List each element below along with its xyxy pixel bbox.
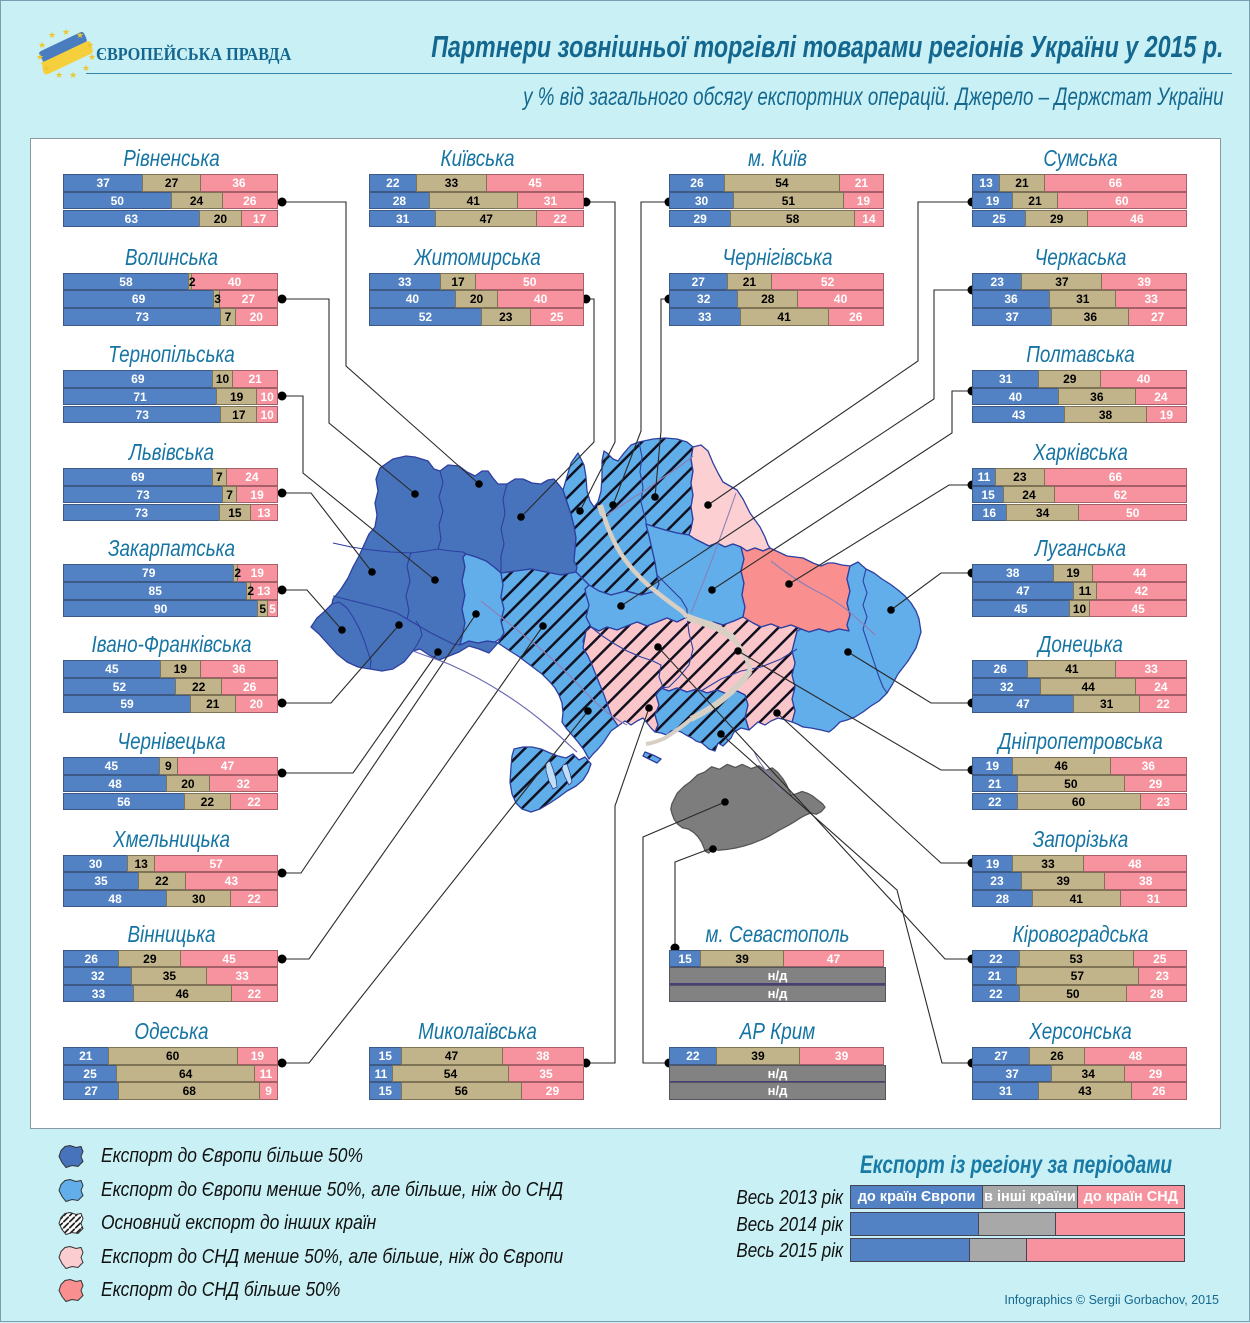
svg-text:★: ★: [42, 63, 50, 73]
svg-text:★: ★: [86, 40, 94, 50]
svg-text:★: ★: [88, 52, 96, 62]
svg-text:★: ★: [36, 52, 44, 62]
svg-text:★: ★: [48, 30, 56, 40]
svg-text:★: ★: [69, 70, 77, 80]
svg-text:★: ★: [76, 30, 84, 40]
svg-text:★: ★: [62, 27, 70, 37]
svg-text:★: ★: [38, 40, 46, 50]
svg-text:★: ★: [82, 63, 90, 73]
svg-text:★: ★: [55, 70, 63, 80]
